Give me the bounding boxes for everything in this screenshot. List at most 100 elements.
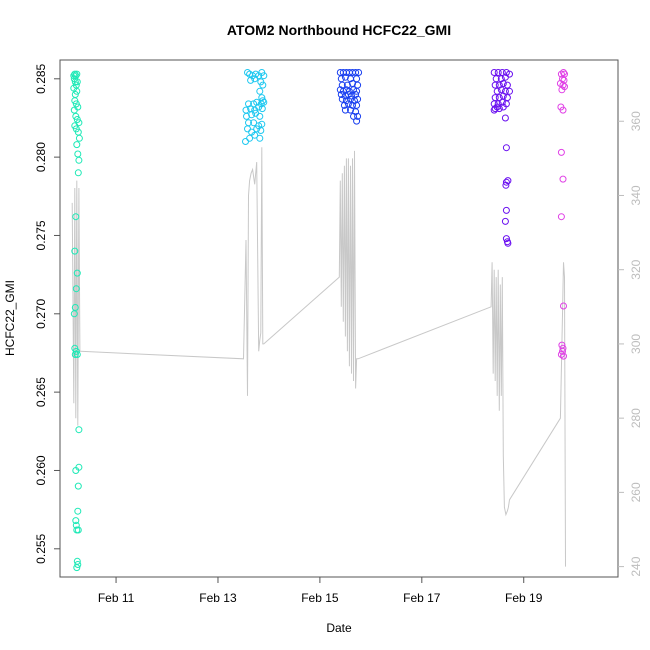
data-point-3-7 <box>501 73 509 81</box>
data-point-0-21 <box>75 134 83 142</box>
data-point-2-20 <box>353 87 361 95</box>
data-point-2-38 <box>350 112 357 120</box>
data-point-1-25 <box>248 111 256 119</box>
data-point-4-8 <box>558 86 566 94</box>
data-point-2-21 <box>337 91 345 98</box>
data-point-0-29 <box>72 285 80 293</box>
data-point-2-39 <box>354 112 362 120</box>
y-tick-label-1: 0.260 <box>34 455 48 485</box>
data-point-1-6 <box>260 72 268 80</box>
y2-tick-label-4: 320 <box>629 259 643 279</box>
right-axis-line <box>71 147 566 567</box>
data-point-3-24 <box>491 105 499 113</box>
data-point-4-13 <box>557 213 565 221</box>
x-tick-label-0: Feb 11 <box>98 591 135 605</box>
data-point-3-30 <box>502 144 510 152</box>
data-point-3-35 <box>501 217 509 225</box>
data-point-4-0 <box>557 70 565 78</box>
data-point-4-18 <box>557 351 565 358</box>
data-point-2-6 <box>355 69 363 76</box>
data-point-0-14 <box>70 106 78 114</box>
data-point-4-10 <box>559 106 567 114</box>
data-point-1-38 <box>256 134 264 142</box>
data-point-2-33 <box>349 101 356 109</box>
data-point-2-35 <box>341 106 349 114</box>
y-axis-left: 0.255 0.260 0.265 0.270 0.275 0.280 0.285 <box>34 63 60 564</box>
data-point-0-33 <box>72 347 80 355</box>
data-point-0-25 <box>74 169 82 177</box>
data-point-4-14 <box>560 302 567 310</box>
data-point-0-24 <box>75 156 83 164</box>
data-point-4-16 <box>559 344 567 352</box>
data-point-3-36 <box>502 235 510 243</box>
data-point-0-7 <box>73 78 81 86</box>
data-point-0-38 <box>72 467 80 474</box>
data-point-0-28 <box>73 269 81 277</box>
data-point-0-27 <box>71 247 79 255</box>
data-point-1-29 <box>250 119 258 127</box>
data-point-3-9 <box>495 81 503 89</box>
data-point-3-32 <box>504 177 512 185</box>
data-point-0-42 <box>72 521 80 529</box>
x-tick-label-1: Feb 13 <box>199 591 237 605</box>
data-point-0-36 <box>75 426 83 434</box>
data-point-1-39 <box>242 138 249 145</box>
y-axis-label: HCFC22_GMI <box>3 280 17 356</box>
data-point-3-33 <box>502 181 510 189</box>
data-point-1-32 <box>244 125 251 133</box>
data-point-0-40 <box>74 507 82 515</box>
data-point-2-32 <box>344 100 352 108</box>
data-point-3-25 <box>495 105 503 113</box>
data-point-0-10 <box>73 87 81 95</box>
data-point-3-0 <box>490 69 498 76</box>
plot-frame <box>59 59 619 578</box>
data-point-1-22 <box>255 103 263 111</box>
data-point-0-5 <box>71 78 79 86</box>
data-point-4-11 <box>557 148 565 156</box>
data-point-0-22 <box>73 141 81 149</box>
data-point-0-31 <box>70 310 78 318</box>
scatter-points-layer <box>70 69 568 572</box>
data-point-0-44 <box>74 526 82 534</box>
data-point-1-35 <box>257 127 265 134</box>
data-point-3-31 <box>502 178 510 186</box>
data-point-1-18 <box>260 98 268 106</box>
y-tick-label-6: 0.285 <box>34 63 48 93</box>
x-tick-label-2: Feb 15 <box>301 591 339 605</box>
chart-title: ATOM2 Northbound HCFC22_GMI <box>227 22 451 38</box>
y2-tick-label-2: 280 <box>629 408 643 428</box>
data-point-1-7 <box>247 76 255 84</box>
y2-tick-label-5: 340 <box>629 185 643 205</box>
y-axis-right: 240 260 280 300 320 340 360 <box>618 111 643 577</box>
data-point-4-19 <box>560 352 567 360</box>
data-point-3-6 <box>497 75 505 83</box>
data-point-2-26 <box>338 95 346 103</box>
data-point-1-8 <box>251 75 259 83</box>
data-point-2-40 <box>353 117 361 125</box>
data-point-1-10 <box>259 81 267 89</box>
data-point-0-35 <box>73 351 81 358</box>
data-point-0-46 <box>74 561 82 568</box>
data-point-3-15 <box>506 87 513 95</box>
y2-tick-label-3: 300 <box>629 334 643 354</box>
data-point-0-26 <box>72 213 80 221</box>
y-tick-label-2: 0.265 <box>34 377 48 407</box>
data-point-0-39 <box>74 482 82 490</box>
right-axis-line-layer <box>71 147 566 567</box>
y-tick-label-5: 0.280 <box>34 142 48 172</box>
data-point-0-23 <box>74 150 82 158</box>
data-point-1-11 <box>256 87 264 95</box>
x-tick-label-4: Feb 19 <box>505 591 543 605</box>
data-point-0-34 <box>71 351 79 358</box>
data-point-2-31 <box>340 101 348 109</box>
data-point-1-23 <box>258 105 266 113</box>
data-point-4-12 <box>559 175 567 183</box>
data-point-0-1 <box>71 70 79 78</box>
y-tick-label-3: 0.270 <box>34 298 48 328</box>
y-tick-label-4: 0.275 <box>34 220 48 250</box>
data-point-3-12 <box>493 87 501 95</box>
data-point-0-11 <box>71 97 79 105</box>
data-point-3-10 <box>499 80 507 87</box>
x-tick-label-3: Feb 17 <box>403 591 441 605</box>
